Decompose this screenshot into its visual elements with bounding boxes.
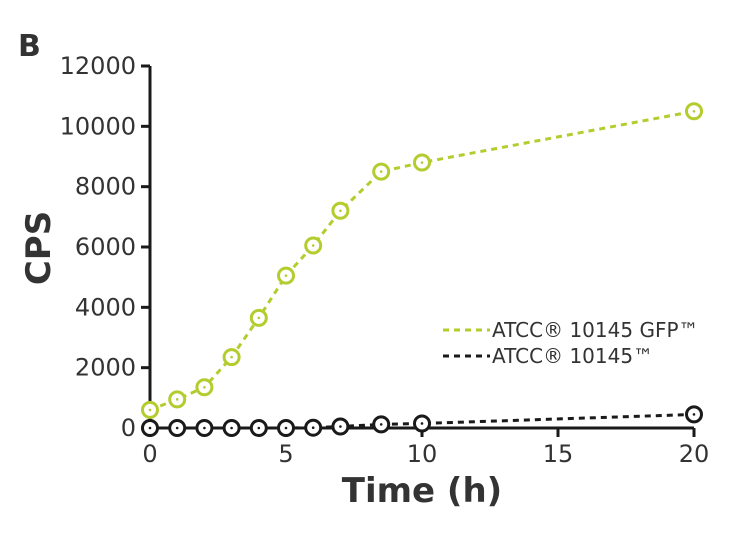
y-tick-label: 8000 bbox=[75, 173, 136, 201]
series-line bbox=[149, 109, 695, 412]
data-point-center bbox=[148, 426, 152, 430]
data-point-center bbox=[203, 426, 206, 430]
y-axis-ticks: 0 2000 4000 6000 8000 10000 12000 bbox=[60, 52, 150, 442]
y-tick-label: 6000 bbox=[75, 233, 136, 261]
data-point-center bbox=[175, 426, 179, 430]
data-point-center bbox=[420, 161, 424, 164]
x-tick-label: 5 bbox=[278, 440, 293, 468]
x-tick-label: 0 bbox=[142, 440, 157, 468]
data-point-center bbox=[339, 425, 342, 428]
legend-label: ATCC® 10145 GFP™ bbox=[492, 318, 699, 342]
series-layer bbox=[141, 102, 703, 437]
y-tick-label: 2000 bbox=[75, 354, 136, 382]
data-point-center bbox=[148, 408, 152, 412]
data-point-center bbox=[257, 316, 261, 320]
data-point-center bbox=[230, 426, 233, 430]
y-tick-label: 0 bbox=[121, 414, 136, 442]
data-point-center bbox=[175, 398, 179, 401]
x-tick-label: 10 bbox=[407, 440, 438, 468]
y-tick-label: 10000 bbox=[60, 112, 136, 140]
data-point-center bbox=[284, 426, 288, 430]
data-point-center bbox=[692, 413, 696, 416]
legend-label: ATCC® 10145™ bbox=[492, 344, 653, 368]
series-1 bbox=[141, 405, 703, 437]
data-point-center bbox=[284, 274, 288, 277]
data-point-center bbox=[420, 422, 424, 425]
y-tick-label: 12000 bbox=[60, 52, 136, 80]
panel-label: B bbox=[18, 29, 41, 64]
series-0 bbox=[141, 102, 703, 419]
x-axis-title: Time (h) bbox=[342, 471, 502, 511]
data-point-center bbox=[203, 385, 206, 389]
data-point-center bbox=[692, 109, 696, 113]
data-point-center bbox=[339, 209, 342, 213]
x-tick-label: 15 bbox=[543, 440, 574, 468]
x-tick-label: 20 bbox=[679, 440, 710, 468]
data-point-center bbox=[379, 170, 383, 173]
y-axis-title: CPS bbox=[19, 211, 59, 285]
data-point-center bbox=[311, 244, 315, 247]
data-point-center bbox=[379, 423, 383, 426]
data-point-center bbox=[257, 426, 261, 430]
data-point-center bbox=[311, 426, 315, 429]
data-point-center bbox=[230, 355, 233, 359]
y-tick-label: 4000 bbox=[75, 293, 136, 321]
